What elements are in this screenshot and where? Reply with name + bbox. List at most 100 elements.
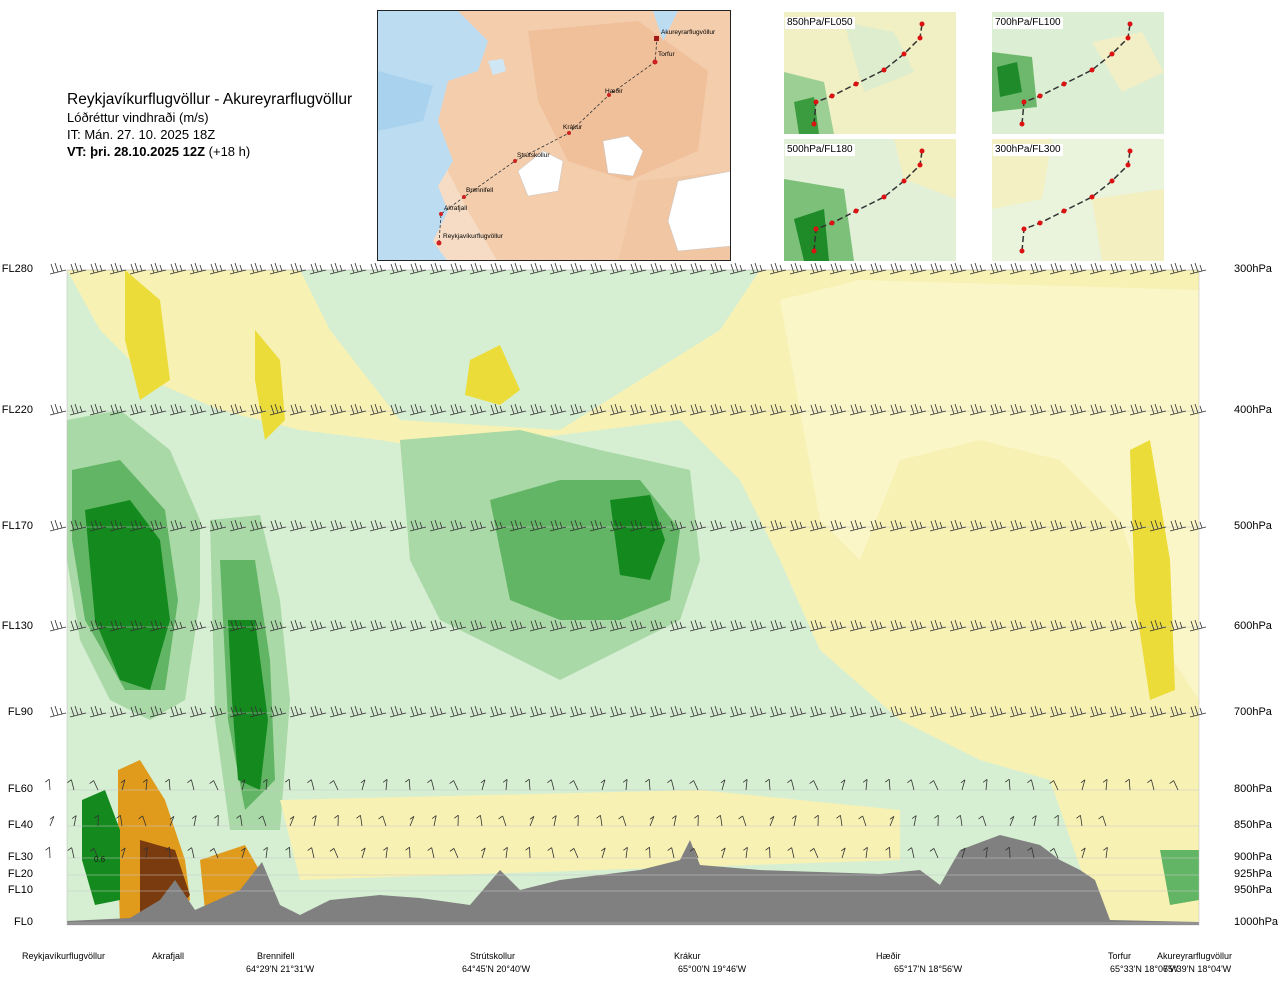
wind-barb <box>1031 815 1037 827</box>
map-point-reykjavik <box>436 240 442 246</box>
hpa-label-400hpa: 400hPa <box>1234 404 1272 416</box>
wind-barb <box>1109 262 1127 275</box>
wind-barb <box>589 619 607 632</box>
wind-barb <box>236 815 243 827</box>
wind-barb <box>569 262 587 275</box>
wind-barb <box>969 519 987 532</box>
wind-barb <box>869 519 887 532</box>
wind-barb <box>489 619 507 632</box>
fl-label-fl170: FL170 <box>1 520 33 532</box>
wind-barb <box>978 815 987 827</box>
wind-barb <box>909 619 927 632</box>
wind-barb <box>969 705 987 718</box>
wind-barb <box>629 262 647 275</box>
wind-barb <box>69 403 87 416</box>
wind-barb <box>1029 262 1047 275</box>
wind-barb <box>743 847 748 859</box>
wind-barb <box>929 619 947 632</box>
map-label-akureyri: Akureyrarflugvöllur <box>661 29 716 36</box>
wind-barb <box>329 705 347 718</box>
wind-barb <box>869 262 887 275</box>
wind-barb <box>989 619 1007 632</box>
wind-barb <box>862 778 868 791</box>
wind-barb <box>1169 705 1187 718</box>
wind-barb <box>89 262 107 275</box>
wind-barb <box>1049 403 1067 416</box>
wind-barb <box>469 262 487 275</box>
wind-barb <box>969 403 987 416</box>
wind-barb <box>189 403 207 416</box>
wind-barb <box>769 815 775 827</box>
wind-barb <box>1124 778 1131 791</box>
location-label: Strútskollur <box>470 951 516 961</box>
wind-barb <box>885 846 891 859</box>
fl-label-fl60: FL60 <box>7 783 33 795</box>
wind-barb <box>45 846 51 859</box>
issue-time: IT: Mán. 27. 10. 2025 18Z <box>67 127 216 142</box>
field-down-weak-4 <box>1130 440 1175 700</box>
wind-barb <box>1009 519 1027 532</box>
location-label: Torfur <box>1108 951 1132 961</box>
wind-barb <box>349 403 367 416</box>
wind-barb <box>389 619 407 632</box>
wind-barb <box>929 262 947 275</box>
wind-barb <box>165 846 171 859</box>
wind-barb <box>109 619 127 632</box>
hpa-label-1000hpa: 1000hPa <box>1234 916 1279 928</box>
wind-barb <box>569 519 587 532</box>
mini-map-850: 850hPa/FL050 <box>784 12 956 134</box>
wind-barb <box>480 779 486 791</box>
wind-barb <box>694 814 699 827</box>
wind-barb <box>791 815 797 827</box>
wind-barb <box>94 814 99 827</box>
wind-barb <box>509 519 527 532</box>
map-point-krakur <box>567 131 571 135</box>
wind-barb <box>49 705 67 718</box>
wind-barb <box>649 619 667 632</box>
wind-barb <box>569 705 587 718</box>
wind-barb <box>729 262 747 275</box>
wind-barb <box>789 619 807 632</box>
wind-barb <box>1189 619 1207 632</box>
wind-barb <box>689 403 707 416</box>
wind-barb <box>269 403 287 416</box>
wind-barb <box>209 705 227 718</box>
wind-barb <box>129 262 147 275</box>
wind-barb <box>389 519 407 532</box>
wind-barb <box>645 846 651 859</box>
wind-barb <box>956 815 963 827</box>
map-point-torfur <box>652 59 658 65</box>
wind-barb <box>829 403 847 416</box>
wind-barb <box>569 619 587 632</box>
wind-barb <box>1029 519 1047 532</box>
wind-barb <box>649 815 655 827</box>
wind-barb <box>547 779 555 791</box>
wind-barb <box>720 847 726 859</box>
wind-barb <box>449 403 467 416</box>
wind-barb <box>869 705 887 718</box>
wind-barb <box>929 403 947 416</box>
wind-barb <box>1069 705 1087 718</box>
wind-barb <box>1027 847 1035 859</box>
wind-barb <box>409 403 427 416</box>
wind-barb <box>667 847 675 859</box>
wind-barb <box>840 847 846 859</box>
wind-barb <box>1169 262 1187 275</box>
wind-barb <box>360 847 366 859</box>
hpa-label-300hpa: 300hPa <box>1234 263 1272 275</box>
hpa-label-900hpa: 900hPa <box>1234 851 1272 863</box>
wind-barb <box>907 847 915 859</box>
wind-barb <box>69 262 87 275</box>
wind-barb <box>116 815 123 827</box>
wind-barb <box>187 847 195 859</box>
wind-barb <box>1029 403 1047 416</box>
wind-barb <box>509 262 527 275</box>
wind-barb <box>469 705 487 718</box>
wind-barb <box>449 848 459 859</box>
location-label: Reykjavíkurflugvöllur <box>22 951 106 961</box>
wind-barb <box>1009 705 1027 718</box>
wind-barb <box>982 778 988 791</box>
location-coord: 64°45'N 20°40'W <box>462 964 531 974</box>
wind-barb <box>1009 403 1027 416</box>
wind-barb <box>729 705 747 718</box>
